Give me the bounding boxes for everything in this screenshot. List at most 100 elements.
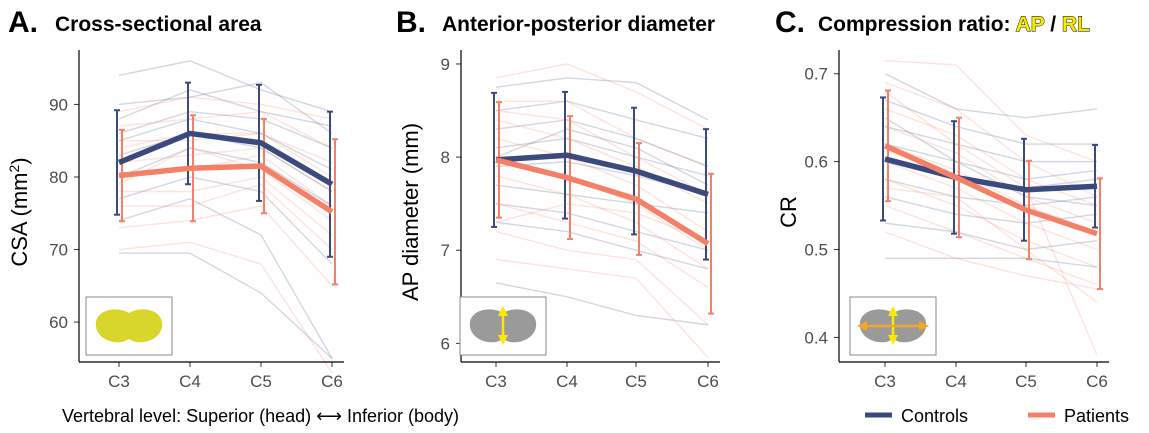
panel-b-control-subject-line — [495, 282, 709, 326]
legend-patients-label: Patients — [1064, 406, 1129, 426]
panel-a-patient-subject-line — [118, 96, 333, 120]
panel-c-patient-subject-line — [884, 81, 1098, 198]
panel-a-patient-subject-line — [118, 110, 333, 149]
panel-c-patient-subject-line — [884, 160, 1098, 251]
panel-a-control-subject-line — [118, 89, 333, 127]
panel-b-patient-subject-line — [495, 63, 709, 130]
footer-prefix: Vertebral level: Superior (head) — [62, 406, 311, 426]
panel-c-y-tick-label: 0.7 — [804, 65, 828, 84]
panel-b-control-subject-line — [495, 100, 709, 140]
panel-a-control-subject-line — [118, 147, 333, 207]
panel-c-y-tick-label: 0.5 — [804, 241, 828, 260]
panel-c-patients-mean-line — [883, 143, 1098, 237]
ap-arrow-icon — [459, 296, 547, 356]
panel-a-control-subject-line — [119, 252, 333, 359]
panel-a-y-label-sup: 2 — [6, 165, 22, 173]
panel-a-x-tick-label: C6 — [321, 372, 343, 391]
panel-b-y-axis-label: AP diameter (mm) — [398, 123, 423, 301]
panel-c-x-tick-label: C6 — [1086, 372, 1108, 391]
panel-c-patient-subject-line — [884, 178, 1098, 268]
panel-c-control-subject-line — [884, 125, 1097, 163]
panel-c-patient-subject-line — [884, 231, 1098, 290]
panel-c-patient-subject-line — [884, 204, 1098, 286]
panel-b-y-tick-label: 7 — [441, 241, 450, 260]
panel-a-control-subject-line — [118, 176, 333, 265]
panel-a-control-subject-line — [118, 81, 333, 135]
panel-c-letter: C. — [775, 6, 805, 39]
panel-a-y-axis-label: CSA (mm2) — [6, 157, 32, 266]
panel-b-y-tick-label: 9 — [441, 55, 450, 74]
panel-b-title: Anterior-posterior diameter — [442, 13, 715, 36]
panel-b-x-tick-label: C3 — [485, 372, 507, 391]
panel-a-patient-subject-line — [118, 147, 333, 222]
panel-c-patient-subject-line — [884, 90, 1098, 356]
panel-a-x-tick-label: C4 — [179, 372, 201, 391]
panel-a-control-subject-line — [118, 197, 333, 359]
panel-a-controls-mean-line — [117, 130, 334, 187]
panel-b-y-tick-label: 8 — [441, 148, 450, 167]
panel-c-controls-mean-line — [884, 156, 1098, 193]
panel-b-patient-subject-line — [495, 230, 709, 326]
panel-a-y-tick-label: 80 — [49, 168, 68, 187]
panel-c: C. Compression ratio: AP / RL CR 0.4 0.5 0… — [775, 6, 1109, 391]
panel-a-x-tick-label: C3 — [108, 372, 130, 391]
panel-c-patient-subject-line — [884, 125, 1098, 224]
panel-a-patient-subject-line — [118, 241, 333, 374]
panel-c-y-axis-label: CR — [776, 196, 801, 228]
panel-c-control-subject-line — [884, 99, 1097, 145]
panel-b-patient-subject-line — [496, 100, 709, 168]
panel-a-patients-mean-line — [118, 163, 334, 215]
panel-b-control-subject-line — [495, 77, 709, 121]
panel-b-control-subject-line — [495, 202, 709, 251]
panel-c-control-subject-line — [884, 196, 1098, 224]
cord-area-icon — [85, 296, 173, 356]
panel-c-patient-subject-line — [884, 143, 1098, 233]
panel-a-control-subject-line — [118, 110, 333, 149]
panel-b-y-tick-label: 6 — [441, 334, 450, 353]
panel-c-x-tick-label: C5 — [1015, 372, 1037, 391]
panel-c-x-tick-label: C3 — [874, 372, 896, 391]
panel-b-x-tick-label: C6 — [697, 372, 719, 391]
panel-c-control-subject-line — [884, 143, 1098, 180]
panel-a-y-tick-label: 70 — [49, 241, 68, 260]
panel-a-control-subject-line — [118, 60, 333, 113]
legend-controls-label: Controls — [901, 406, 968, 426]
panel-b-patient-subject-line — [495, 202, 709, 242]
panel-c-title: Compression ratio: AP / RL — [818, 13, 1090, 36]
panel-c-control-subject-line — [884, 73, 1098, 119]
panel-a-control-subject-line — [118, 118, 333, 171]
legend: Controls Patients — [865, 406, 1129, 426]
panel-b-patient-subject-line — [495, 137, 709, 233]
panel-c-control-subject-line — [884, 222, 1098, 251]
panel-b-x-tick-label: C4 — [556, 372, 578, 391]
panel-a: A. Cross-sectional area CSA (mm2) 60 70 80… — [6, 6, 344, 391]
panel-c-control-subject-line — [884, 117, 1098, 207]
panel-c-title-rl: RL — [1062, 13, 1090, 36]
panel-b-control-subject-line — [495, 119, 709, 168]
panel-a-patient-subject-line — [119, 176, 333, 236]
panel-a-y-label-close: ) — [7, 157, 32, 164]
ap-rl-arrows-icon — [849, 296, 937, 356]
panel-a-letter: A. — [8, 6, 38, 39]
panel-c-title-sep: / — [1044, 13, 1062, 36]
panel-c-title-ap: AP — [1016, 13, 1045, 36]
panel-a-y-label-main: CSA (mm — [7, 173, 32, 267]
footer-suffix: Inferior (body) — [347, 406, 459, 426]
panel-a-y-tick-label: 60 — [49, 313, 68, 332]
panel-b-patients-mean-line — [495, 157, 710, 247]
panel-c-y-tick-label: 0.6 — [804, 153, 828, 172]
panel-c-patient-subject-line — [884, 59, 1098, 163]
panel-b-x-tick-label: C5 — [625, 372, 647, 391]
panel-c-plot: 0.4 0.5 0.6 0.7 C3 C4 C5 C6 — [804, 50, 1109, 391]
panel-b-control-subject-line — [495, 184, 709, 214]
double-arrow-icon: ⟷ — [316, 406, 342, 427]
panel-a-y-tick-label: 90 — [49, 95, 68, 114]
panel-a-plot: 60 70 80 90 C3 C4 C5 C6 — [49, 50, 344, 391]
panel-a-patient-subject-line — [118, 147, 333, 193]
panel-c-title-text: Compression ratio: — [818, 13, 1016, 36]
panel-c-y-tick-label: 0.4 — [804, 328, 828, 347]
panel-b-patient-subject-line — [495, 175, 709, 270]
panel-c-patient-subject-line — [884, 187, 1098, 303]
panel-b-control-subject-line — [495, 137, 709, 177]
